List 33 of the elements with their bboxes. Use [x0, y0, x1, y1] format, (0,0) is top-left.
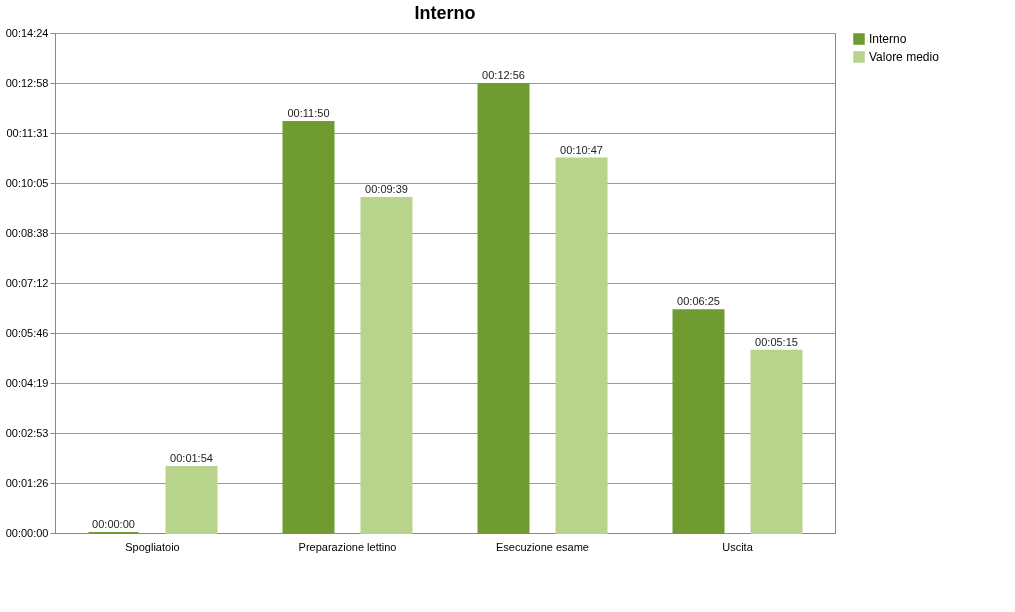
- data-label: 00:01:54: [170, 452, 213, 465]
- x-tick-label: Spogliatoio: [125, 540, 180, 553]
- data-label: 00:06:25: [677, 295, 720, 308]
- x-tick-label: Preparazione lettino: [298, 540, 397, 553]
- y-tick-label: 00:07:12: [5, 276, 49, 289]
- bar: [360, 196, 413, 534]
- y-tick-label: 00:00:00: [5, 526, 49, 539]
- data-label: 00:10:47: [560, 143, 603, 156]
- legend-label: Valore medio: [869, 50, 940, 64]
- data-label: 00:05:15: [755, 335, 798, 348]
- y-tick-label: 00:11:31: [6, 126, 49, 139]
- y-tick-label: 00:01:26: [5, 476, 49, 489]
- data-label: 00:12:56: [482, 68, 525, 81]
- y-tick-label: 00:02:53: [5, 426, 49, 439]
- data-label: 00:09:39: [365, 182, 408, 195]
- y-tick-label: 00:10:05: [5, 176, 49, 189]
- y-tick-label: 00:14:24: [5, 26, 49, 39]
- bar: [477, 82, 530, 534]
- chart-title: Interno: [414, 3, 476, 23]
- y-tick-label: 00:08:38: [5, 226, 49, 239]
- x-tick-label: Esecuzione esame: [496, 540, 589, 553]
- y-tick-label: 00:04:19: [5, 376, 49, 389]
- bar: [282, 121, 335, 534]
- y-tick-label: 00:05:46: [5, 326, 49, 339]
- bar: [165, 466, 218, 534]
- bar: [672, 309, 725, 534]
- y-tick-label: 00:12:58: [5, 76, 49, 89]
- data-label: 00:00:00: [92, 518, 135, 530]
- x-tick-label: Uscita: [722, 540, 754, 553]
- data-label: 00:11:50: [287, 107, 330, 120]
- bar: [555, 157, 608, 534]
- legend-label: Interno: [869, 32, 907, 46]
- bar: [750, 349, 803, 534]
